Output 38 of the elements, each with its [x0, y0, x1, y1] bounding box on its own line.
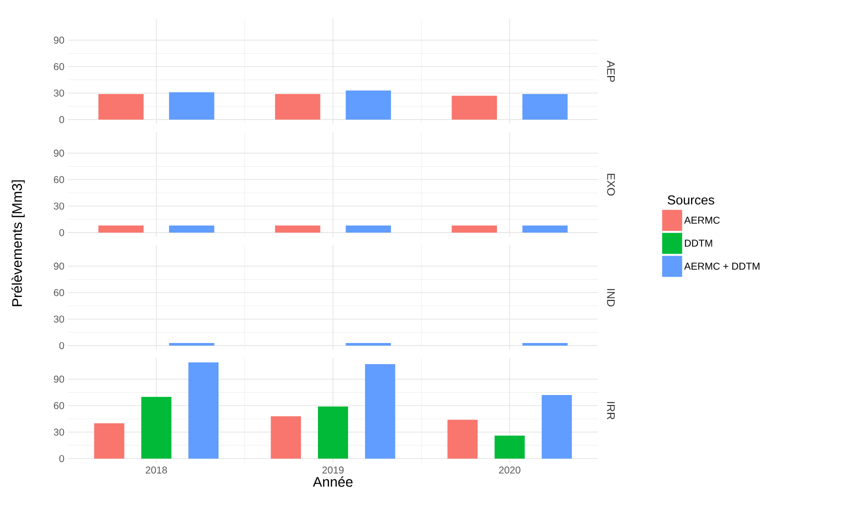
- x-tick-label: 2020: [499, 466, 520, 474]
- bar: [188, 362, 219, 459]
- y-tick-label: 60: [54, 402, 64, 410]
- bar: [270, 416, 301, 459]
- legend-label: AERMC + DDTM: [684, 262, 760, 270]
- y-tick-label: 0: [59, 342, 64, 350]
- y-tick-label: 0: [59, 229, 64, 236]
- bar: [94, 423, 124, 459]
- y-tick-label: 90: [54, 262, 64, 270]
- y-tick-label: 90: [54, 150, 64, 157]
- y-tick-label: 0: [59, 455, 64, 462]
- y-tick-label: 60: [54, 176, 64, 184]
- bar: [365, 364, 396, 459]
- y-tick-label: 30: [54, 90, 64, 97]
- legend-title: Sources: [668, 195, 714, 205]
- legend-label: DDTM: [684, 240, 712, 247]
- x-axis-title: Année: [312, 476, 353, 487]
- y-tick-label: 30: [54, 202, 64, 210]
- y-tick-label: 30: [54, 428, 64, 436]
- bar: [318, 406, 348, 459]
- text: AEP: [607, 60, 615, 82]
- bar: [447, 420, 478, 459]
- legend-label: AERMC: [684, 216, 720, 224]
- y-tick-label: 0: [59, 116, 64, 124]
- y-axis-title: Prélèvements [Mm3]: [12, 180, 25, 306]
- y-tick-label: 90: [54, 376, 64, 383]
- y-tick-label: 60: [54, 63, 64, 70]
- y-tick-label: 60: [54, 289, 64, 296]
- y-tick-label: 30: [54, 316, 64, 323]
- text: EXO: [607, 174, 615, 196]
- bar: [141, 396, 172, 459]
- text: IND: [607, 289, 615, 306]
- bar: [542, 395, 572, 459]
- y-tick-label: 90: [54, 36, 64, 44]
- bar: [494, 436, 525, 459]
- x-tick-label: 2018: [146, 466, 167, 474]
- x-tick-label: 2019: [322, 466, 344, 474]
- text: IRR: [607, 402, 615, 420]
